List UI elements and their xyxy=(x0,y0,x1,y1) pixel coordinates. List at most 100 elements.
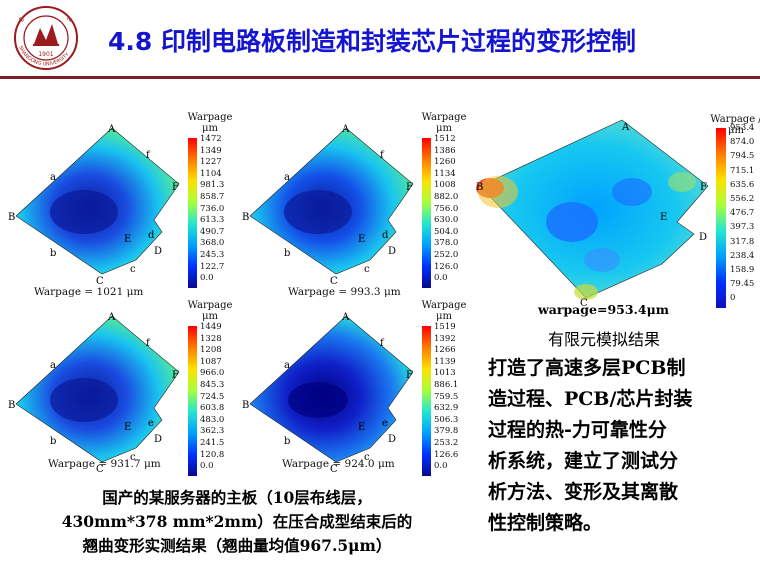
fe-corner-f: F xyxy=(700,182,707,193)
legend-label: Warpage xyxy=(187,112,233,123)
warpage-surface: A B C D E F a b c d f xyxy=(242,124,414,287)
edge-label-b: b xyxy=(50,436,56,447)
legend-tick: 379.8 xyxy=(434,426,459,437)
warpage-surface: A B C D E F a b c d f xyxy=(8,124,180,287)
edge-label-d-e: e xyxy=(148,418,154,429)
fe-legend-tick: 794.5 xyxy=(730,151,755,162)
caption-line: 翘曲变形实测结果（翘曲量均值967.5μm） xyxy=(82,536,392,555)
legend-tick: 1386 xyxy=(434,145,456,156)
legend-tick: 126.6 xyxy=(434,449,459,460)
corner-label-d: D xyxy=(388,434,396,445)
fe-legend-tick: 397.3 xyxy=(730,222,755,233)
legend-tick: 632.9 xyxy=(434,403,459,414)
legend-tick: 378.0 xyxy=(434,238,459,249)
legend-tick: 120.8 xyxy=(200,449,225,460)
legend-title: Warpage μm xyxy=(184,300,236,322)
fe-legend-tick: 0 xyxy=(730,293,736,304)
summary-text: 打造了高速多层PCB制 造过程、PCB/芯片封装 过程的热-力可靠性分 析系统，… xyxy=(488,353,758,539)
legend-tick: 0.0 xyxy=(200,461,214,472)
corner-label-e: E xyxy=(358,422,365,433)
fe-legend-tick: 79.45 xyxy=(730,279,755,290)
legend-unit: μm xyxy=(202,123,218,134)
corner-label-d: D xyxy=(154,246,162,257)
legend-tick: 122.7 xyxy=(200,261,225,272)
legend-tick: 759.5 xyxy=(434,391,459,402)
caption-line: 430mm*378 mm*2mm）在压合成型结束后的 xyxy=(61,512,413,531)
edge-label-f: f xyxy=(380,150,385,161)
corner-label-b: B xyxy=(242,400,249,411)
warpage-plot-2: A B C D E F a b c d f Warpage μm 1512 1386… xyxy=(238,112,472,290)
legend-unit: μm xyxy=(436,311,452,322)
warpage-value-caption: Warpage = 993.3 μm xyxy=(288,286,401,298)
corner-label-e: E xyxy=(124,422,131,433)
fe-legend-tick: 317.8 xyxy=(730,236,755,247)
legend-tick: 858.7 xyxy=(200,191,225,202)
legend-tick: 253.2 xyxy=(434,437,459,448)
summary-line: 造过程、PCB/芯片封装 xyxy=(488,388,693,410)
summary-line: 性控制策略。 xyxy=(488,512,603,534)
corner-label-b: B xyxy=(242,212,249,223)
corner-label-a: A xyxy=(107,312,116,323)
legend-tick: 981.3 xyxy=(200,180,225,191)
legend-tick: 1013 xyxy=(434,368,456,379)
legend-tick: 0.0 xyxy=(434,273,448,284)
legend-colorbar xyxy=(188,138,197,288)
fe-legend-colorbar xyxy=(716,128,726,308)
edge-label-c: c xyxy=(364,452,370,463)
summary-line: 过程的热-力可靠性分 xyxy=(488,419,667,441)
caption-line: 国产的某服务器的主板（10层布线层， xyxy=(102,488,372,507)
legend-tick: 126.0 xyxy=(434,261,459,272)
legend-tick: 241.5 xyxy=(200,437,225,448)
measurement-caption: 国产的某服务器的主板（10层布线层， 430mm*378 mm*2mm）在压合成… xyxy=(6,486,468,558)
fe-legend-tick: 874.0 xyxy=(730,137,755,148)
edge-label-f: f xyxy=(380,338,385,349)
warpage-plot-3: A B C D E F a b c e f Warpage μm 1449 1328… xyxy=(4,300,238,478)
legend-tick: 1472 xyxy=(200,134,222,144)
corner-label-e: E xyxy=(358,234,365,245)
corner-label-e: E xyxy=(124,234,131,245)
legend-ticks: 1512 1386 1260 1134 1008 882.0 756.0 630.0 504.0… xyxy=(434,135,458,286)
legend-tick: 603.8 xyxy=(200,403,225,414)
legend-label: Warpage xyxy=(421,300,467,311)
edge-label-f: f xyxy=(146,338,151,349)
fe-corner-a: A xyxy=(621,122,630,133)
fe-corner-e: E xyxy=(660,212,667,223)
edge-label-c: c xyxy=(130,264,136,275)
fe-legend-tick: 953.4 xyxy=(730,123,755,133)
corner-label-b: B xyxy=(8,400,15,411)
legend-tick: 736.0 xyxy=(200,203,225,214)
legend-tick: 1328 xyxy=(200,333,222,344)
legend-tick: 1260 xyxy=(434,157,456,168)
edge-label-d-e: e xyxy=(382,418,388,429)
legend-ticks: 1519 1392 1266 1139 1013 886.1 759.5 632.9 506.3… xyxy=(434,323,458,474)
corner-label-c: C xyxy=(96,276,104,287)
corner-label-c: C xyxy=(96,464,104,475)
fe-warpage-caption: warpage=953.4μm xyxy=(538,302,669,317)
legend-tick: 1227 xyxy=(200,157,222,168)
legend-title: Warpage μm xyxy=(184,112,236,134)
corner-label-c: C xyxy=(330,464,338,475)
legend-tick: 1266 xyxy=(434,345,456,356)
legend-colorbar xyxy=(422,326,431,476)
legend-tick: 630.0 xyxy=(434,215,459,226)
warpage-value-caption: Warpage = 924.0 μm xyxy=(282,458,395,470)
legend-tick: 1139 xyxy=(434,356,456,367)
warpage-value-caption: Warpage = 1021 μm xyxy=(34,286,144,298)
fe-legend-tick: 556.2 xyxy=(730,193,755,204)
legend-tick: 1519 xyxy=(434,322,456,332)
corner-label-c: C xyxy=(330,276,338,287)
corner-label-f: F xyxy=(406,370,413,381)
title-divider xyxy=(0,76,760,79)
legend-tick: 1134 xyxy=(434,168,456,179)
legend-tick: 1208 xyxy=(200,345,222,356)
legend-colorbar xyxy=(188,326,197,476)
legend-tick: 490.7 xyxy=(200,226,225,237)
corner-label-a: A xyxy=(341,124,350,135)
summary-line: 析系统，建立了测试分 xyxy=(488,450,679,472)
fe-legend-ticks: 953.4 874.0 794.5 715.1 635.6 556.2 476.7 397.3… xyxy=(730,123,755,308)
legend-tick: 756.0 xyxy=(434,203,459,214)
legend-tick: 504.0 xyxy=(434,226,459,237)
edge-label-b: b xyxy=(284,436,290,447)
legend-tick: 882.0 xyxy=(434,191,459,202)
legend-tick: 886.1 xyxy=(434,379,459,390)
